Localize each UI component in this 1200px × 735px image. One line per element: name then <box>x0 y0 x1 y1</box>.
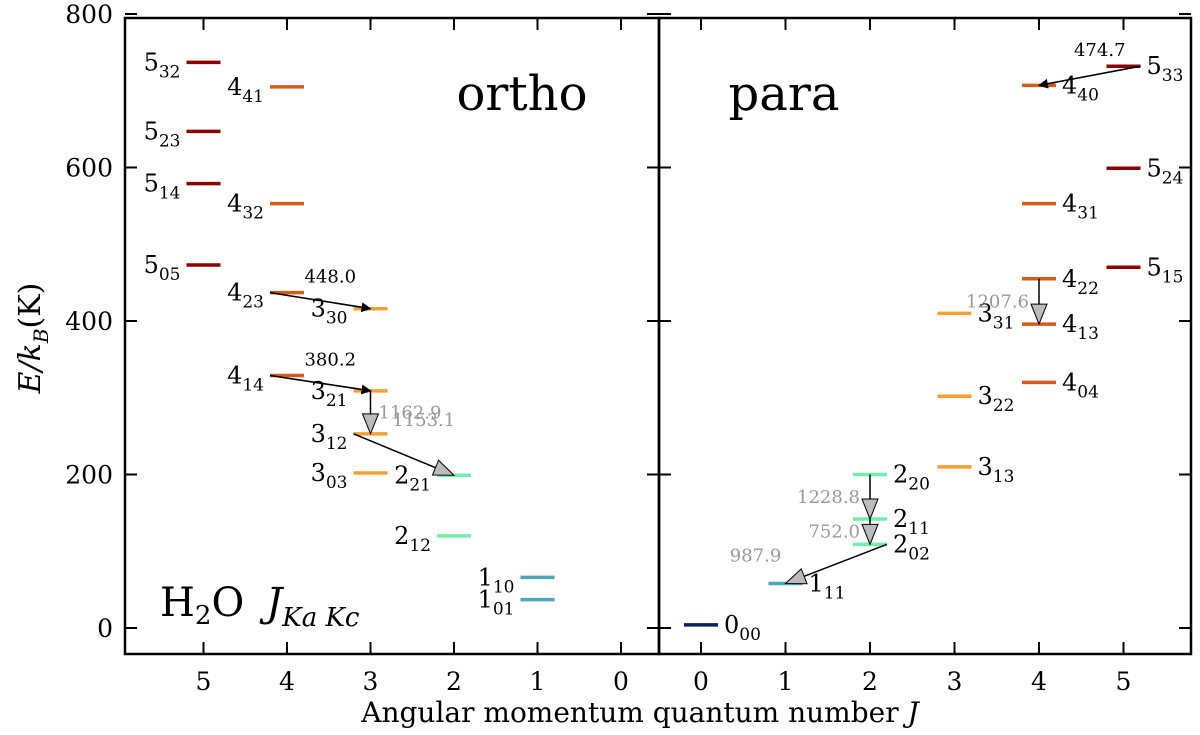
y-tick-label: 600 <box>65 154 113 183</box>
level-label: 413 <box>1062 310 1099 344</box>
level-label: 422 <box>1062 265 1099 299</box>
species-label: H2O JKa Kc <box>160 580 360 633</box>
transition-arrowhead <box>784 567 808 585</box>
y-axis-label: E/kB(K) <box>13 283 53 395</box>
transition-arrow <box>803 543 888 577</box>
ortho-title: ortho <box>457 66 588 122</box>
transition-arrowhead <box>1030 303 1048 326</box>
level-label: 515 <box>1147 253 1184 287</box>
transition-label: 1228.8 <box>797 487 860 508</box>
level-label: 414 <box>227 361 264 395</box>
level-label: 321 <box>311 377 348 411</box>
y-tick-label: 400 <box>65 307 113 336</box>
para-panel-frame <box>657 16 1193 656</box>
x-tick-label: 3 <box>947 667 963 696</box>
level-label: 303 <box>311 459 348 493</box>
y-tick-label: 200 <box>65 461 113 490</box>
transition-label: 1207.6 <box>966 291 1029 312</box>
level-label: 523 <box>144 117 181 151</box>
level-label: 524 <box>1147 154 1184 188</box>
transition-arrowhead <box>861 523 879 546</box>
level-label: 221 <box>394 461 431 495</box>
x-tick-label: 5 <box>1116 667 1132 696</box>
level-label: 440 <box>1062 71 1099 105</box>
level-label: 313 <box>978 453 1015 487</box>
transition-arrow <box>269 291 372 313</box>
level-label: 432 <box>227 190 264 224</box>
x-tick-label: 1 <box>778 667 794 696</box>
level-label: 533 <box>1147 52 1184 86</box>
transition-arrowhead <box>431 459 456 476</box>
x-tick-label: 2 <box>446 667 462 696</box>
transition-arrow <box>1038 65 1141 89</box>
x-tick-label: 4 <box>279 667 295 696</box>
level-label: 532 <box>144 48 181 82</box>
transition-label: 448.0 <box>304 267 356 288</box>
level-label: 101 <box>478 586 515 620</box>
level-label: 220 <box>893 461 930 495</box>
x-tick-label: 3 <box>363 667 379 696</box>
x-axis-label: Angular momentum quantum number J <box>360 696 920 729</box>
level-label: 000 <box>724 611 761 645</box>
transition-label: 752.0 <box>808 522 860 543</box>
x-tick-label: 0 <box>693 667 709 696</box>
transition-arrowhead <box>861 498 879 521</box>
x-tick-label: 1 <box>530 667 546 696</box>
para-title: para <box>729 66 840 122</box>
level-label: 211 <box>893 505 930 539</box>
y-tick-label: 800 <box>65 0 113 29</box>
x-tick-label: 0 <box>613 667 629 696</box>
transition-label: 987.9 <box>730 545 782 566</box>
level-label: 202 <box>893 530 930 564</box>
transition-label: 1153.1 <box>392 410 455 431</box>
transition-arrow <box>353 433 436 469</box>
transition-label: 1162.9 <box>379 402 442 423</box>
level-label: 110 <box>478 563 515 597</box>
x-tick-label: 5 <box>196 667 212 696</box>
level-label: 423 <box>227 279 264 313</box>
level-label: 212 <box>394 522 431 556</box>
y-tick-label: 0 <box>97 614 113 643</box>
level-label: 441 <box>227 73 264 107</box>
level-label: 431 <box>1062 190 1099 224</box>
transition-arrowhead <box>361 413 380 436</box>
transition-arrow <box>269 374 372 395</box>
level-label: 312 <box>311 420 348 454</box>
level-label: 111 <box>809 569 846 603</box>
level-label: 322 <box>978 382 1015 416</box>
level-label: 514 <box>144 170 181 204</box>
level-label: 331 <box>978 299 1015 333</box>
transition-label: 474.7 <box>1074 40 1126 61</box>
level-label: 505 <box>144 251 181 285</box>
level-label: 404 <box>1062 368 1099 402</box>
x-tick-label: 2 <box>862 667 878 696</box>
x-tick-label: 4 <box>1031 667 1047 696</box>
transition-label: 380.2 <box>304 349 356 370</box>
